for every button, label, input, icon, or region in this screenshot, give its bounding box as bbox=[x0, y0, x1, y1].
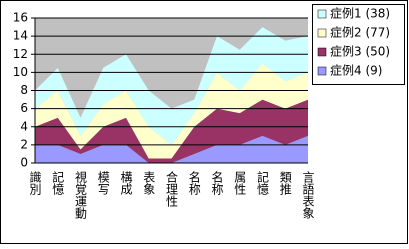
y-tick-label: 16 bbox=[13, 11, 28, 25]
y-tick-label: 6 bbox=[20, 101, 28, 115]
area bbox=[35, 135, 308, 163]
x-tick-label: 識別 bbox=[28, 171, 42, 196]
y-tick-label: 2 bbox=[20, 137, 28, 151]
legend-swatch bbox=[317, 28, 327, 38]
y-tick-label: 8 bbox=[20, 83, 28, 97]
x-tick-label: 視覚運動 bbox=[74, 170, 88, 219]
legend-label: 症例2 (77) bbox=[330, 25, 390, 40]
x-tick-label: 構成 bbox=[119, 171, 133, 196]
area bbox=[35, 27, 308, 145]
x-tick-label: 言語表象 bbox=[301, 171, 315, 219]
area bbox=[35, 99, 308, 163]
y-tick-label: 14 bbox=[13, 29, 28, 43]
y-tick-label: 12 bbox=[13, 47, 28, 61]
y-tick-label: 0 bbox=[20, 156, 28, 170]
x-tick-label: 合理性 bbox=[165, 170, 179, 208]
x-tick-label: 模写 bbox=[96, 171, 110, 195]
legend-swatch bbox=[317, 9, 327, 19]
legend-swatch bbox=[317, 47, 327, 57]
legend-label: 症例3 (50) bbox=[330, 44, 390, 59]
x-tick-label: 名称 bbox=[210, 170, 224, 195]
legend bbox=[312, 4, 405, 85]
x-tick-label: 記憶 bbox=[51, 170, 65, 195]
x-tick-label: 名称 bbox=[187, 170, 201, 195]
x-tick-label: 記憶 bbox=[256, 170, 270, 195]
y-tick-label: 4 bbox=[20, 119, 28, 133]
legend-label: 症例1 (38) bbox=[330, 6, 390, 21]
x-tick-label: 類推 bbox=[278, 171, 292, 195]
x-tick-label: 属性 bbox=[233, 171, 247, 196]
legend-label: 症例4 (9) bbox=[330, 63, 382, 78]
y-tick-label: 10 bbox=[13, 65, 28, 79]
legend-swatch bbox=[317, 66, 327, 76]
x-tick-label: 表象 bbox=[142, 171, 156, 195]
